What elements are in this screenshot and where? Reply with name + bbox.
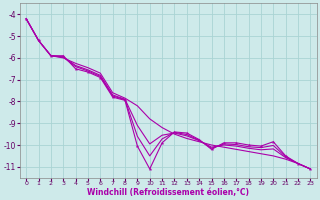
- X-axis label: Windchill (Refroidissement éolien,°C): Windchill (Refroidissement éolien,°C): [87, 188, 249, 197]
